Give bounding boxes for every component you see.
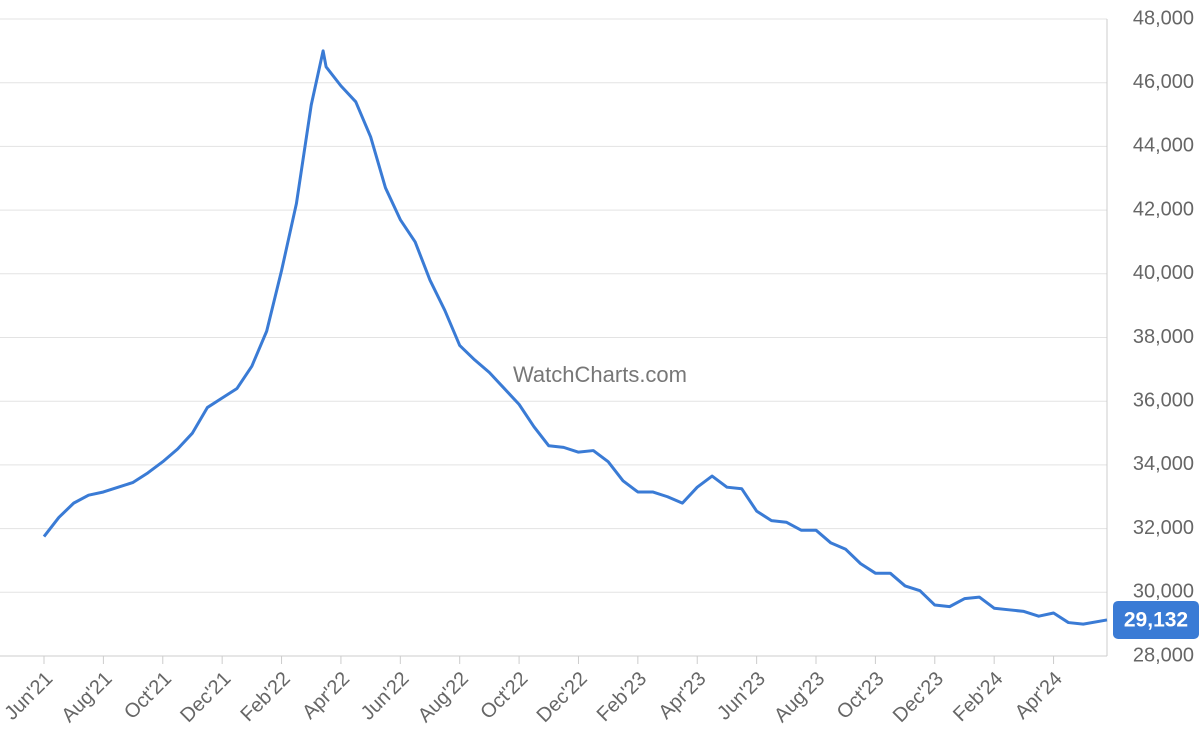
x-tick-label: Jun'21 [0, 668, 57, 725]
x-tick-label: Apr'22 [298, 668, 354, 724]
x-tick-label: Feb'24 [949, 668, 1007, 726]
y-tick-label: 36,000 [1133, 389, 1194, 411]
last-value-badge [1113, 600, 1199, 639]
y-tick-label: 44,000 [1133, 135, 1194, 157]
y-tick-label: 46,000 [1133, 71, 1194, 93]
x-tick-label: Dec'22 [533, 668, 592, 727]
x-tick-label: Oct'22 [476, 668, 532, 724]
x-tick-label: Apr'23 [655, 668, 711, 724]
x-tick-label: Dec'21 [176, 668, 235, 727]
y-tick-label: 48,000 [1133, 7, 1194, 29]
x-tick-label: Oct'23 [833, 668, 889, 724]
y-tick-label: 42,000 [1133, 198, 1194, 220]
y-tick-label: 40,000 [1133, 262, 1194, 284]
last-value-label: 29,132 [1124, 608, 1188, 631]
x-tick-label: Feb'22 [236, 668, 294, 726]
x-tick-label: Apr'24 [1011, 668, 1067, 724]
watermark: WatchCharts.com [513, 362, 687, 387]
x-tick-label: Dec'23 [889, 668, 948, 727]
x-tick-label: Aug'23 [770, 668, 829, 727]
price-line [42, 49, 1108, 626]
x-tick-label: Aug'22 [414, 668, 473, 727]
y-tick-label: 28,000 [1133, 644, 1194, 666]
y-tick-label: 32,000 [1133, 517, 1194, 539]
x-tick-label: Jun'23 [713, 668, 770, 725]
x-tick-label: Aug'21 [58, 668, 117, 727]
x-tick-label: Feb'23 [593, 668, 651, 726]
y-tick-label: 38,000 [1133, 326, 1194, 348]
y-tick-label: 30,000 [1133, 581, 1194, 603]
x-tick-label: Jun'22 [357, 668, 414, 725]
x-tick-label: Oct'21 [120, 668, 176, 724]
y-tick-label: 34,000 [1133, 453, 1194, 475]
